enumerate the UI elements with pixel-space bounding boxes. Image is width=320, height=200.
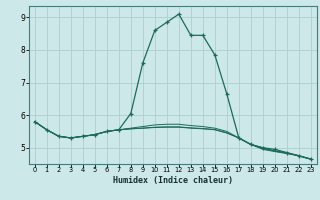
X-axis label: Humidex (Indice chaleur): Humidex (Indice chaleur) xyxy=(113,176,233,185)
